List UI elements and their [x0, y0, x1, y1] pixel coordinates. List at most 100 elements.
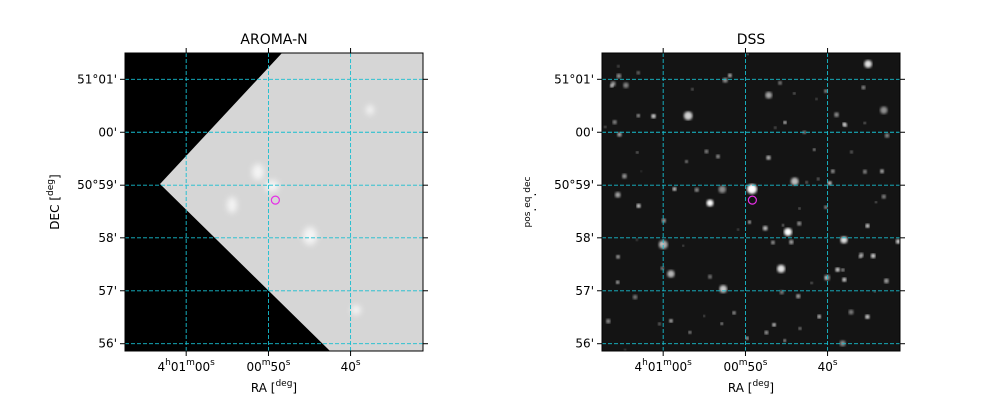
star: [766, 155, 771, 160]
y-tick-label: 56': [98, 336, 117, 350]
y-tick-label: 00': [98, 125, 117, 139]
image-background: [602, 53, 900, 351]
star: [765, 91, 773, 99]
star: [881, 194, 886, 199]
star: [864, 60, 872, 68]
star: [862, 169, 867, 174]
star: [884, 133, 890, 138]
chart-title: AROMA-N: [240, 32, 307, 48]
star: [747, 220, 752, 224]
star: [842, 277, 847, 282]
star: [605, 318, 611, 324]
star: [841, 268, 845, 272]
star: [635, 238, 638, 241]
star: [658, 322, 661, 326]
y-axis-label: pos.eq.dec: [523, 176, 539, 227]
star: [840, 236, 848, 244]
star: [722, 77, 728, 83]
star: [778, 80, 783, 85]
star: [704, 149, 709, 154]
star: [883, 278, 889, 284]
star: [779, 290, 784, 295]
star: [815, 97, 818, 101]
x-tick-label: 4h01m00s: [634, 358, 692, 374]
star: [781, 224, 785, 227]
star: [636, 151, 639, 154]
star: [812, 148, 816, 151]
star: [817, 314, 822, 319]
star: [720, 322, 724, 325]
star: [777, 264, 786, 273]
star: [870, 253, 876, 259]
star: [880, 169, 884, 174]
star: [824, 205, 828, 209]
star: [719, 285, 728, 293]
star: [718, 185, 727, 194]
y-tick-label: 58': [98, 230, 117, 244]
star: [636, 71, 640, 75]
star: [834, 112, 839, 118]
x-axis-label: RA [deg]: [251, 379, 297, 395]
star: [865, 223, 870, 228]
star: [624, 348, 627, 351]
star: [688, 330, 692, 334]
star: [622, 173, 627, 179]
y-tick-label: 51°01': [554, 72, 594, 86]
x-axis-label: RA [deg]: [728, 379, 774, 395]
star: [615, 280, 620, 284]
star: [617, 65, 620, 68]
star: [728, 73, 732, 78]
panel-aroma: [125, 53, 423, 351]
y-tick-label: 51°01': [77, 72, 117, 86]
star: [623, 82, 629, 89]
star: [616, 254, 620, 259]
star: [802, 130, 807, 135]
star: [747, 184, 757, 194]
star: [669, 319, 673, 323]
star: [835, 267, 840, 272]
star: [640, 170, 643, 173]
star: [880, 106, 888, 114]
star: [827, 181, 832, 186]
y-tick-label: 50°59': [77, 178, 117, 192]
star: [683, 111, 693, 121]
chart-title: DSS: [737, 32, 766, 48]
star: [772, 322, 776, 327]
star: [810, 281, 813, 285]
panel-dss: [602, 53, 900, 351]
star: [737, 228, 740, 231]
star: [703, 315, 706, 317]
star: [745, 336, 749, 340]
y-tick-label: 58': [575, 230, 594, 244]
x-tick-label: 00m50s: [723, 358, 767, 374]
y-tick-label: 57': [98, 283, 117, 297]
star: [764, 330, 769, 335]
target-marker: [747, 195, 757, 205]
star: [603, 125, 607, 129]
star: [651, 113, 656, 119]
star: [805, 181, 808, 184]
star: [783, 120, 787, 125]
star: [774, 126, 777, 129]
y-tick-label: 50°59': [554, 178, 594, 192]
star: [789, 239, 794, 245]
star: [797, 221, 802, 226]
star: [667, 270, 675, 278]
star: [706, 199, 714, 207]
star: [610, 81, 616, 87]
star: [771, 240, 775, 245]
star: [875, 201, 877, 204]
star: [617, 132, 622, 137]
image: [160, 53, 423, 351]
star: [672, 187, 677, 191]
star: [861, 85, 866, 90]
star: [685, 160, 688, 164]
star: [762, 225, 768, 231]
star: [691, 87, 694, 91]
star: [850, 150, 853, 154]
star: [707, 274, 713, 279]
y-tick-label: 56': [575, 336, 594, 350]
star: [784, 228, 792, 236]
star: [694, 187, 699, 192]
